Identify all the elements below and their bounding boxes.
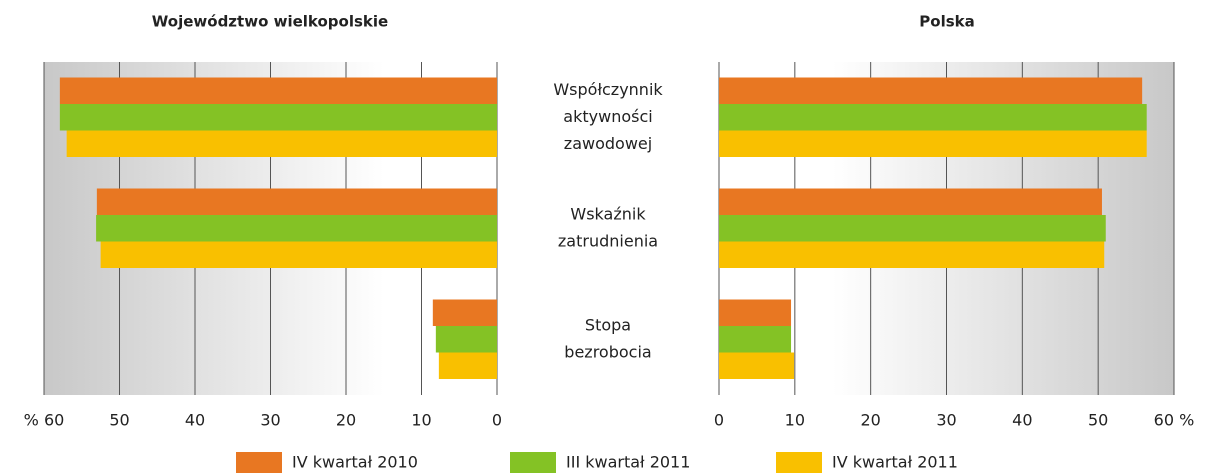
legend-label: III kwartał 2011 xyxy=(566,453,690,472)
bar xyxy=(435,326,497,353)
bar xyxy=(100,241,497,268)
x-tick-label: 10 xyxy=(411,411,431,430)
x-tick-label: 30 xyxy=(936,411,956,430)
legend-swatch xyxy=(776,452,822,473)
category-label: Stopa xyxy=(585,316,631,335)
legend-swatch xyxy=(510,452,556,473)
x-tick-label: 0 xyxy=(492,411,502,430)
chart-title: Województwo wielkopolskie xyxy=(152,13,388,31)
x-tick-label: 20 xyxy=(860,411,880,430)
bar xyxy=(96,215,497,242)
category-label: bezrobocia xyxy=(564,343,651,362)
bar xyxy=(719,326,792,353)
x-tick-label: 0 xyxy=(714,411,724,430)
x-tick-label: 60 % xyxy=(1154,411,1195,430)
bar xyxy=(66,130,498,157)
category-label: zawodowej xyxy=(564,134,652,153)
bar xyxy=(96,188,497,215)
bar xyxy=(59,104,497,131)
bar xyxy=(719,241,1105,268)
bar xyxy=(59,77,497,104)
category-label: aktywności xyxy=(563,107,652,126)
x-tick-label: 30 xyxy=(260,411,280,430)
bar xyxy=(719,299,792,326)
x-tick-label: 20 xyxy=(336,411,356,430)
bar xyxy=(438,352,497,379)
chart-title: Polska xyxy=(919,13,974,31)
legend-label: IV kwartał 2011 xyxy=(832,453,958,472)
x-tick-label: 50 xyxy=(1088,411,1108,430)
x-tick-label: 10 xyxy=(785,411,805,430)
bar xyxy=(432,299,497,326)
bar xyxy=(719,352,795,379)
x-tick-label: 40 xyxy=(1012,411,1032,430)
x-tick-label: 50 xyxy=(109,411,129,430)
bar xyxy=(719,130,1147,157)
x-tick-label: % 60 xyxy=(24,411,65,430)
category-label: Współczynnik xyxy=(553,80,663,99)
bar xyxy=(719,77,1143,104)
bar xyxy=(719,104,1147,131)
x-tick-label: 40 xyxy=(185,411,205,430)
bar xyxy=(719,215,1106,242)
category-label: zatrudnienia xyxy=(558,232,658,251)
legend-swatch xyxy=(236,452,282,473)
bar xyxy=(719,188,1102,215)
category-label: Wskaźnik xyxy=(570,205,646,224)
legend-label: IV kwartał 2010 xyxy=(292,453,418,472)
